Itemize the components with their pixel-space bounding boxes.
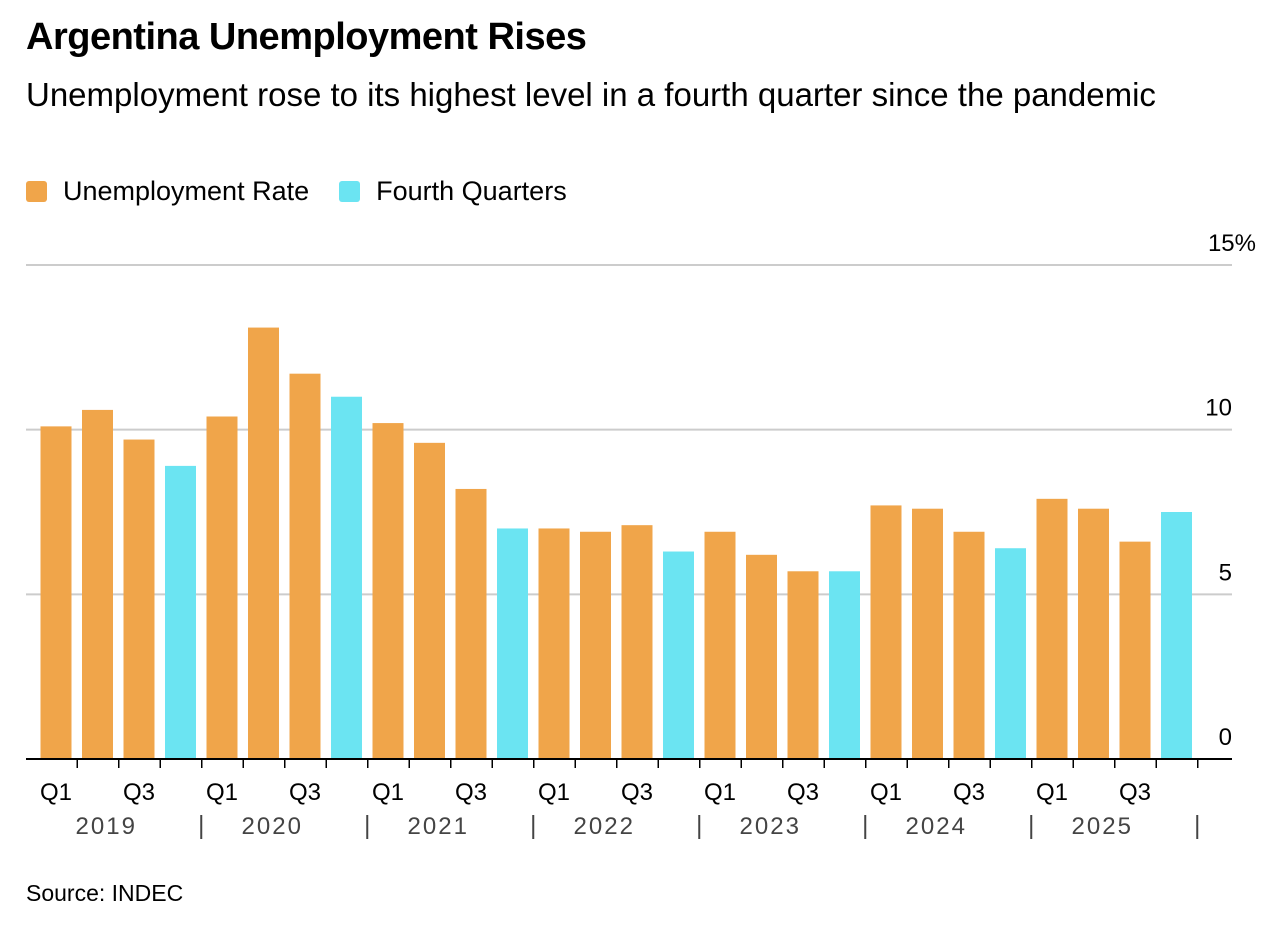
bar-unemployment-rate <box>289 373 321 759</box>
bar-unemployment-rate <box>40 426 72 759</box>
bar-unemployment-rate <box>746 554 777 759</box>
bar-fourth-quarter <box>165 465 196 759</box>
x-tick-label: Q3 <box>455 779 487 806</box>
x-tick-label: Q1 <box>870 779 902 806</box>
bar-unemployment-rate <box>1119 541 1151 759</box>
bar-unemployment-rate <box>123 439 155 759</box>
y-tick-label: 10 <box>1205 395 1232 422</box>
bar-unemployment-rate <box>82 409 113 759</box>
legend-label-fourth-quarters: Fourth Quarters <box>376 176 567 206</box>
chart-title: Argentina Unemployment Rises <box>26 16 587 58</box>
x-tick-label: Q3 <box>123 779 155 806</box>
bar-fourth-quarter <box>663 551 694 759</box>
x-tick-label: Q1 <box>206 779 238 806</box>
x-tick-label: Q1 <box>704 779 736 806</box>
year-label: 2020 <box>242 813 303 840</box>
bar-fourth-quarter <box>497 528 528 759</box>
x-tick-label: Q3 <box>621 779 653 806</box>
year-label: 2024 <box>906 813 967 840</box>
bar-fourth-quarter <box>829 571 860 759</box>
legend-item-unemployment-rate: Unemployment Rate <box>26 176 309 207</box>
bar-fourth-quarter <box>1161 512 1192 759</box>
legend: Unemployment Rate Fourth Quarters <box>26 176 597 207</box>
x-tick-label: Q3 <box>953 779 985 806</box>
x-tick-label: Q1 <box>538 779 570 806</box>
x-tick-label: Q3 <box>787 779 819 806</box>
bar-unemployment-rate <box>372 423 404 759</box>
bar-unemployment-rate <box>414 442 445 759</box>
x-tick-label: Q1 <box>40 779 72 806</box>
bar-unemployment-rate <box>455 488 487 759</box>
bar-unemployment-rate <box>580 531 611 759</box>
bar-unemployment-rate <box>1036 498 1068 759</box>
bar-unemployment-rate <box>787 571 819 759</box>
chart-subtitle: Unemployment rose to its highest level i… <box>26 76 1156 113</box>
bar-unemployment-rate <box>912 508 943 759</box>
bar-unemployment-rate <box>621 525 653 759</box>
bar-unemployment-rate <box>953 531 985 759</box>
x-tick-label: Q1 <box>1036 779 1068 806</box>
year-label: 2021 <box>408 813 469 840</box>
year-label: 2019 <box>76 813 137 840</box>
bar-unemployment-rate <box>248 327 279 759</box>
bar-fourth-quarter <box>331 396 362 759</box>
legend-swatch-unemployment-rate <box>26 181 47 202</box>
bar-fourth-quarter <box>995 548 1026 759</box>
legend-item-fourth-quarters: Fourth Quarters <box>339 176 567 207</box>
year-label: 2022 <box>574 813 635 840</box>
year-label: 2023 <box>740 813 801 840</box>
y-tick-label: 0 <box>1219 724 1232 751</box>
x-tick-label: Q3 <box>1119 779 1151 806</box>
x-tick-label: Q1 <box>372 779 404 806</box>
y-tick-label: 15% <box>1208 230 1256 257</box>
bar-unemployment-rate <box>704 531 736 759</box>
bar-unemployment-rate <box>870 505 902 759</box>
bar-chart: 15% 10 5 0 Q1 Q3 Q1 Q3 Q1 Q3 Q1 Q3 Q1 Q3 Q1 Q3 Q1 Q3 2019 2… <box>26 230 1256 840</box>
legend-label-unemployment-rate: Unemployment Rate <box>63 176 310 206</box>
y-tick-label: 5 <box>1219 559 1232 586</box>
bar-unemployment-rate <box>206 416 238 759</box>
bar-unemployment-rate <box>538 528 570 759</box>
source-note: Source: INDEC <box>26 880 184 906</box>
legend-swatch-fourth-quarters <box>339 181 361 202</box>
x-tick-label: Q3 <box>289 779 321 806</box>
bar-unemployment-rate <box>1078 508 1109 759</box>
year-label: 2025 <box>1072 813 1133 840</box>
